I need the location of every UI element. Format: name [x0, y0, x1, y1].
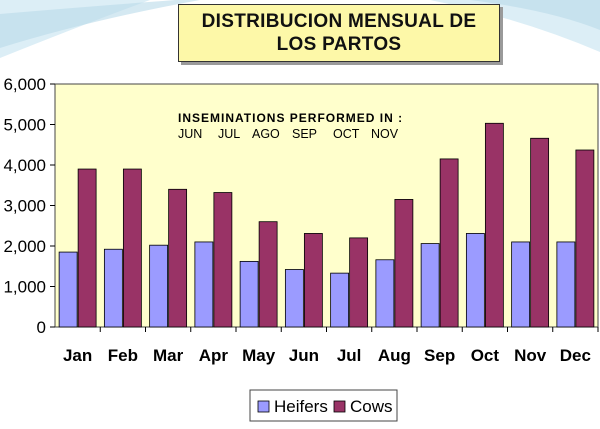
bar-heifers-jan	[58, 251, 78, 328]
annotation-month-sep: SEP	[292, 127, 317, 141]
bar-cows-mar	[168, 188, 188, 328]
chart-title-line1: DISTRIBUCION MENSUAL DE	[201, 11, 477, 32]
bar-cows-sep	[439, 158, 459, 328]
plot-area	[54, 83, 599, 328]
bar-cows-jun	[303, 233, 323, 328]
chart-title-box: DISTRIBUCION MENSUAL DE LOS PARTOS	[178, 4, 500, 62]
bar-cows-apr	[213, 192, 233, 328]
legend-swatch-heifers	[257, 400, 270, 413]
bar-cows-dec	[575, 149, 595, 328]
bar-cows-oct	[484, 122, 504, 328]
bar-heifers-apr	[194, 241, 214, 328]
x-tick-label-feb: Feb	[108, 346, 138, 365]
bar-cows-feb	[122, 168, 142, 328]
annotation-title: INSEMINATIONS PERFORMED IN :	[178, 111, 403, 125]
bar-heifers-nov	[511, 241, 531, 328]
x-tick-label-may: May	[242, 346, 276, 365]
x-tick-label-mar: Mar	[153, 346, 184, 365]
bar-heifers-sep	[420, 243, 440, 328]
x-tick-label-dec: Dec	[560, 346, 591, 365]
legend-box	[249, 389, 398, 422]
bar-cows-jan	[77, 168, 97, 328]
chart-title-line2: LOS PARTOS	[276, 34, 402, 55]
bar-cows-aug	[394, 199, 414, 328]
y-tick-label: 0	[37, 318, 46, 337]
x-tick-label-oct: Oct	[471, 346, 500, 365]
x-tick-label-sep: Sep	[424, 346, 455, 365]
bar-heifers-jul	[330, 272, 350, 328]
x-tick-label-jan: Jan	[63, 346, 92, 365]
bar-heifers-oct	[465, 233, 485, 328]
annotation-month-nov: NOV	[371, 127, 399, 141]
annotation-month-jun: JUN	[178, 127, 202, 141]
legend-label-cows: Cows	[350, 397, 393, 416]
legend-swatch-cows	[333, 400, 346, 413]
x-tick-label-nov: Nov	[514, 346, 547, 365]
bar-heifers-dec	[556, 241, 576, 328]
y-tick-label: 5,000	[3, 116, 46, 135]
bar-heifers-aug	[375, 259, 395, 328]
bar-cows-nov	[530, 137, 550, 328]
annotation-month-ago: AGO	[252, 127, 280, 141]
y-tick-label: 3,000	[3, 197, 46, 216]
y-tick-label: 4,000	[3, 156, 46, 175]
bar-heifers-may	[239, 260, 259, 328]
bar-heifers-feb	[103, 248, 123, 328]
annotation-month-jul: JUL	[218, 127, 240, 141]
background-swoosh	[0, 0, 600, 58]
y-tick-label: 2,000	[3, 237, 46, 256]
x-tick-label-aug: Aug	[378, 346, 411, 365]
bar-cows-may	[258, 221, 278, 328]
bar-cows-jul	[349, 237, 369, 328]
x-tick-label-jul: Jul	[337, 346, 362, 365]
legend-label-heifers: Heifers	[274, 397, 328, 416]
x-tick-label-apr: Apr	[199, 346, 229, 365]
bar-heifers-jun	[284, 269, 304, 328]
y-tick-label: 1,000	[3, 278, 46, 297]
bar-heifers-mar	[149, 244, 169, 328]
x-tick-label-jun: Jun	[289, 346, 319, 365]
annotation-month-oct: OCT	[333, 127, 360, 141]
y-tick-label: 6,000	[3, 75, 46, 94]
